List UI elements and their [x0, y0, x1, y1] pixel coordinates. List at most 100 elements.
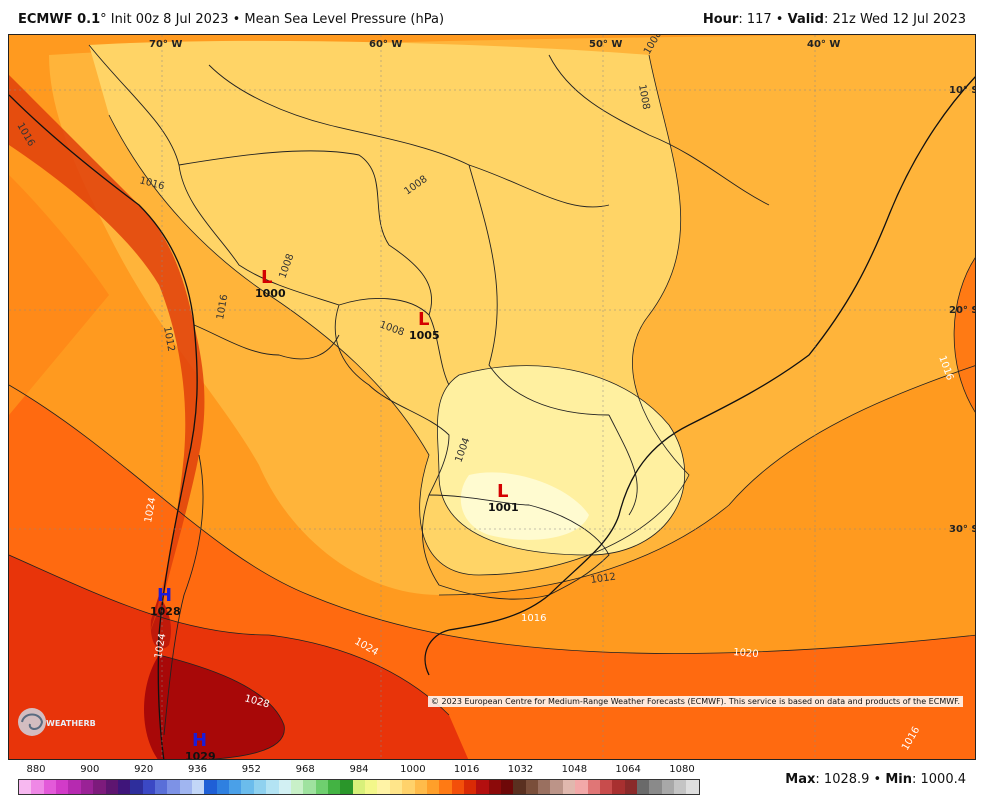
scale-swatch — [105, 780, 118, 794]
scale-swatch — [216, 780, 230, 794]
scale-swatch — [624, 780, 637, 794]
isobar-lines — [9, 54, 975, 759]
lon-label-70w: 70° W — [149, 39, 182, 50]
scale-swatch — [649, 780, 662, 794]
scale-swatch — [550, 780, 563, 794]
field-1024 — [9, 555, 469, 759]
scale-tick-labels: 880 900 920 936 952 968 984 1000 1016 1032 1048 106… — [18, 764, 700, 778]
field-1016-east — [954, 258, 975, 412]
scale-swatch — [167, 780, 180, 794]
hurricane-swirl-icon: WEATHERBELL — [18, 708, 111, 736]
lat-label-20s: 20° S — [949, 305, 976, 316]
hour-value: : 117 • — [738, 12, 788, 27]
isobar-label: 1024 — [153, 633, 168, 660]
chart-title: ECMWF 0.1° Init 00z 8 Jul 2023 • Mean Se… — [18, 12, 444, 27]
scale-swatch — [80, 780, 94, 794]
scale-swatch — [439, 780, 452, 794]
scale-swatch — [674, 780, 687, 794]
scale-tick-label: 984 — [349, 764, 369, 775]
scale-swatch — [327, 780, 341, 794]
low-center-symbol: L — [261, 267, 272, 288]
scale-swatch — [56, 780, 69, 794]
scale-tick-label: 920 — [134, 764, 154, 775]
pressure-map: 70° W 60° W 50° W 40° W 10° S 20° S 30° … — [8, 34, 976, 760]
scale-swatch — [253, 780, 267, 794]
valid-time: Hour: 117 • Valid: 21z Wed 12 Jul 2023 — [703, 12, 966, 27]
scale-swatch — [426, 780, 440, 794]
scale-swatch — [587, 780, 600, 794]
scale-swatch — [661, 780, 675, 794]
model-name: ECMWF 0.1 — [18, 12, 101, 27]
scale-swatch — [365, 780, 378, 794]
scale-swatch — [241, 780, 254, 794]
scale-swatch — [463, 780, 477, 794]
scale-swatch — [229, 780, 242, 794]
scale-swatch — [142, 780, 155, 794]
low-center-value: 1000 — [255, 287, 286, 300]
scale-swatch — [266, 780, 279, 794]
field-1000 — [460, 472, 589, 540]
field-1028 — [144, 655, 285, 759]
scale-swatch — [562, 780, 576, 794]
valid-label: Valid — [787, 12, 824, 27]
scale-swatch — [599, 780, 613, 794]
low-center-symbol: L — [497, 481, 508, 502]
scale-swatch — [636, 780, 650, 794]
max-label: Max — [785, 772, 816, 787]
scale-swatch — [303, 780, 316, 794]
scale-swatch — [117, 780, 131, 794]
low-center-value: 1005 — [409, 329, 440, 342]
scale-swatch — [501, 780, 514, 794]
pressure-color-scale: 880 900 920 936 952 968 984 1000 1016 1032 1048 106… — [18, 764, 700, 804]
copyright-notice: © 2023 European Centre for Medium-Range … — [428, 696, 963, 707]
low-center-value: 1001 — [488, 501, 519, 514]
isobar-label: 1020 — [733, 647, 759, 660]
scale-swatch — [686, 780, 699, 794]
low-center-symbol: L — [418, 309, 429, 330]
andes-band — [9, 75, 205, 635]
scale-tick-label: 968 — [295, 764, 315, 775]
valid-value: : 21z Wed 12 Jul 2023 — [823, 12, 966, 27]
hour-label: Hour — [702, 12, 739, 27]
max-value: : 1028.9 • — [815, 772, 886, 787]
scale-swatch — [377, 780, 390, 794]
scale-tick-label: 952 — [241, 764, 261, 775]
scale-swatch — [290, 780, 304, 794]
min-value: : 1000.4 — [912, 772, 966, 787]
lon-label-40w: 40° W — [807, 39, 840, 50]
scale-tick-label: 880 — [26, 764, 46, 775]
lat-label-10s: 10° S — [949, 85, 976, 96]
scale-swatch — [192, 780, 205, 794]
scale-swatch — [513, 780, 526, 794]
high-center-symbol: H — [157, 585, 172, 606]
map-svg: 70° W 60° W 50° W 40° W 10° S 20° S 30° … — [9, 35, 976, 759]
scale-swatch — [315, 780, 328, 794]
isobar-label: 1024 — [143, 497, 158, 524]
scale-swatch — [352, 780, 366, 794]
scale-swatch — [451, 780, 464, 794]
high-center-value: 1028 — [150, 605, 181, 618]
scale-swatch — [402, 780, 415, 794]
scale-swatch — [414, 780, 427, 794]
isobar-label: 1008 — [636, 84, 651, 111]
scale-swatch — [204, 780, 217, 794]
header-bar: ECMWF 0.1° Init 00z 8 Jul 2023 • Mean Se… — [0, 0, 984, 34]
min-label: Min — [885, 772, 912, 787]
scale-swatch — [340, 780, 353, 794]
weatherbell-logo: WEATHERBELL — [12, 700, 111, 742]
country-borders — [88, 44, 770, 736]
scale-tick-label: 1080 — [669, 764, 695, 775]
scale-color-bar — [18, 779, 700, 795]
scale-tick-label: 900 — [80, 764, 100, 775]
isobar-label: 1016 — [215, 294, 230, 321]
scale-swatch — [476, 780, 489, 794]
high-center-symbol: H — [192, 730, 207, 751]
scale-tick-label: 1000 — [400, 764, 426, 775]
scale-tick-label: 1064 — [615, 764, 641, 775]
field-1012-west — [9, 175, 109, 415]
isobar-label: 1016 — [521, 613, 546, 624]
graticule — [9, 35, 975, 759]
scale-swatch — [575, 780, 588, 794]
lon-label-60w: 60° W — [369, 39, 402, 50]
scale-swatch — [278, 780, 291, 794]
